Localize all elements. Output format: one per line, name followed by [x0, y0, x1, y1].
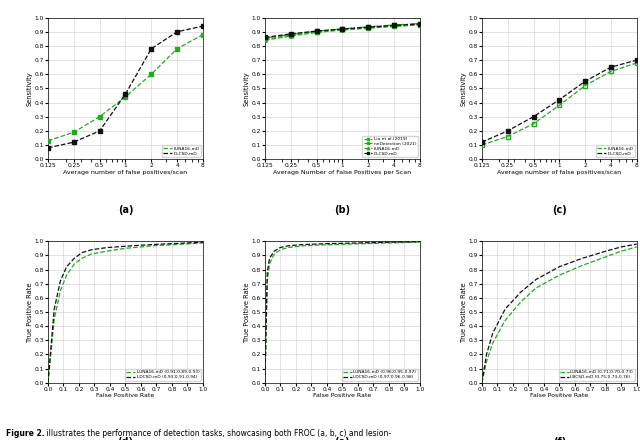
- Y-axis label: Sensitivity: Sensitivity: [244, 71, 250, 106]
- Text: (b): (b): [334, 205, 351, 215]
- X-axis label: Average Number of False Positives per Scan: Average Number of False Positives per Sc…: [273, 170, 412, 175]
- X-axis label: Average number of false positives/scan: Average number of false positives/scan: [63, 170, 188, 175]
- Y-axis label: Sensitivity: Sensitivity: [461, 71, 467, 106]
- Y-axis label: True Positive Rate: True Positive Rate: [461, 282, 467, 342]
- Text: Figure 2.: Figure 2.: [6, 429, 45, 438]
- X-axis label: False Positive Rate: False Positive Rate: [313, 393, 372, 398]
- Text: illustrates the performance of detection tasks, showcasing both FROC (a, b, c) a: illustrates the performance of detection…: [44, 429, 390, 438]
- Legend: Liu et al.(2019), nnDetection (2021), LUNA16-mD, DLCSD-mD: Liu et al.(2019), nnDetection (2021), LU…: [362, 136, 418, 157]
- Legend: LUNA16-mD (0.96;0.95-0.97), LDCSD-mD (0.97;0.96-0.98): LUNA16-mD (0.96;0.95-0.97), LDCSD-mD (0.…: [342, 369, 418, 381]
- X-axis label: Average number of false positives/scan: Average number of false positives/scan: [497, 170, 621, 175]
- Text: (a): (a): [118, 205, 133, 215]
- X-axis label: False Positive Rate: False Positive Rate: [530, 393, 588, 398]
- Y-axis label: True Positive Rate: True Positive Rate: [27, 282, 33, 342]
- Legend: LUNA16-mD (0.91;0.89-0.93), LDCSD-mD (0.93;0.91-0.94): LUNA16-mD (0.91;0.89-0.93), LDCSD-mD (0.…: [125, 369, 201, 381]
- Legend: LUNA16-mD, DLCSD-mD: LUNA16-mD, DLCSD-mD: [596, 145, 635, 157]
- Text: (e): (e): [335, 437, 350, 440]
- Y-axis label: Sensitivity: Sensitivity: [27, 71, 33, 106]
- Text: (c): (c): [552, 205, 566, 215]
- Y-axis label: True Positive Rate: True Positive Rate: [244, 282, 250, 342]
- Legend: LUNA16-mD (0.71;0.70-0.73), LBCSD-mD (0.75;0.73-0.76): LUNA16-mD (0.71;0.70-0.73), LBCSD-mD (0.…: [559, 369, 635, 381]
- Text: (f): (f): [553, 437, 566, 440]
- Text: (d): (d): [118, 437, 134, 440]
- Legend: LUNA16-mD, DLCSD-mD: LUNA16-mD, DLCSD-mD: [162, 145, 201, 157]
- X-axis label: False Positive Rate: False Positive Rate: [97, 393, 155, 398]
